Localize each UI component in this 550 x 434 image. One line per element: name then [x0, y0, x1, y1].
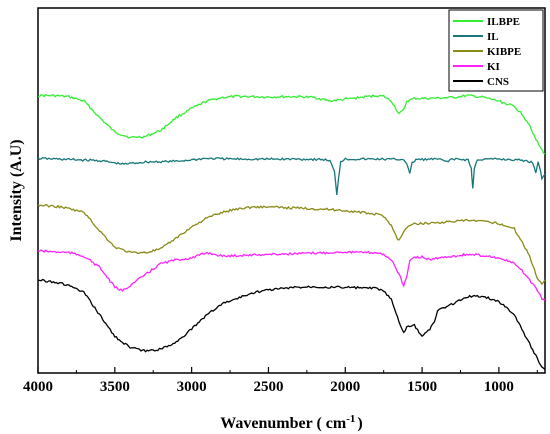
legend-label: IL	[487, 31, 499, 43]
x-tick-label: 1500	[407, 379, 437, 395]
series-line-ilbpe	[38, 93, 546, 155]
legend-label: CNS	[487, 76, 509, 88]
x-tick-label: 3500	[100, 379, 130, 395]
x-tick-label: 2500	[253, 379, 283, 395]
x-tick-label: 3000	[177, 379, 207, 395]
legend-label: KIBPE	[487, 46, 521, 58]
x-tick-label: 2000	[330, 379, 360, 395]
x-axis-label: Wavenumber ( cm-1)	[220, 413, 362, 432]
y-axis-label: Intensity (A.U)	[8, 139, 25, 241]
series-line-kibpe	[37, 203, 546, 286]
axes: 4000 3500 3000 2500 2000 1500 1000	[23, 7, 546, 395]
legend: ILBPE IL KIBPE KI CNS	[448, 9, 544, 92]
series-line-il	[37, 156, 546, 195]
x-tick-label: 1000	[484, 379, 514, 395]
legend-label: KI	[487, 61, 500, 73]
series-line-ki	[37, 249, 546, 301]
series-line-cns	[37, 278, 546, 370]
x-tick-label: 4000	[23, 379, 53, 395]
legend-label: ILBPE	[487, 16, 520, 28]
plot-frame	[37, 7, 546, 374]
series-lines	[37, 93, 546, 370]
